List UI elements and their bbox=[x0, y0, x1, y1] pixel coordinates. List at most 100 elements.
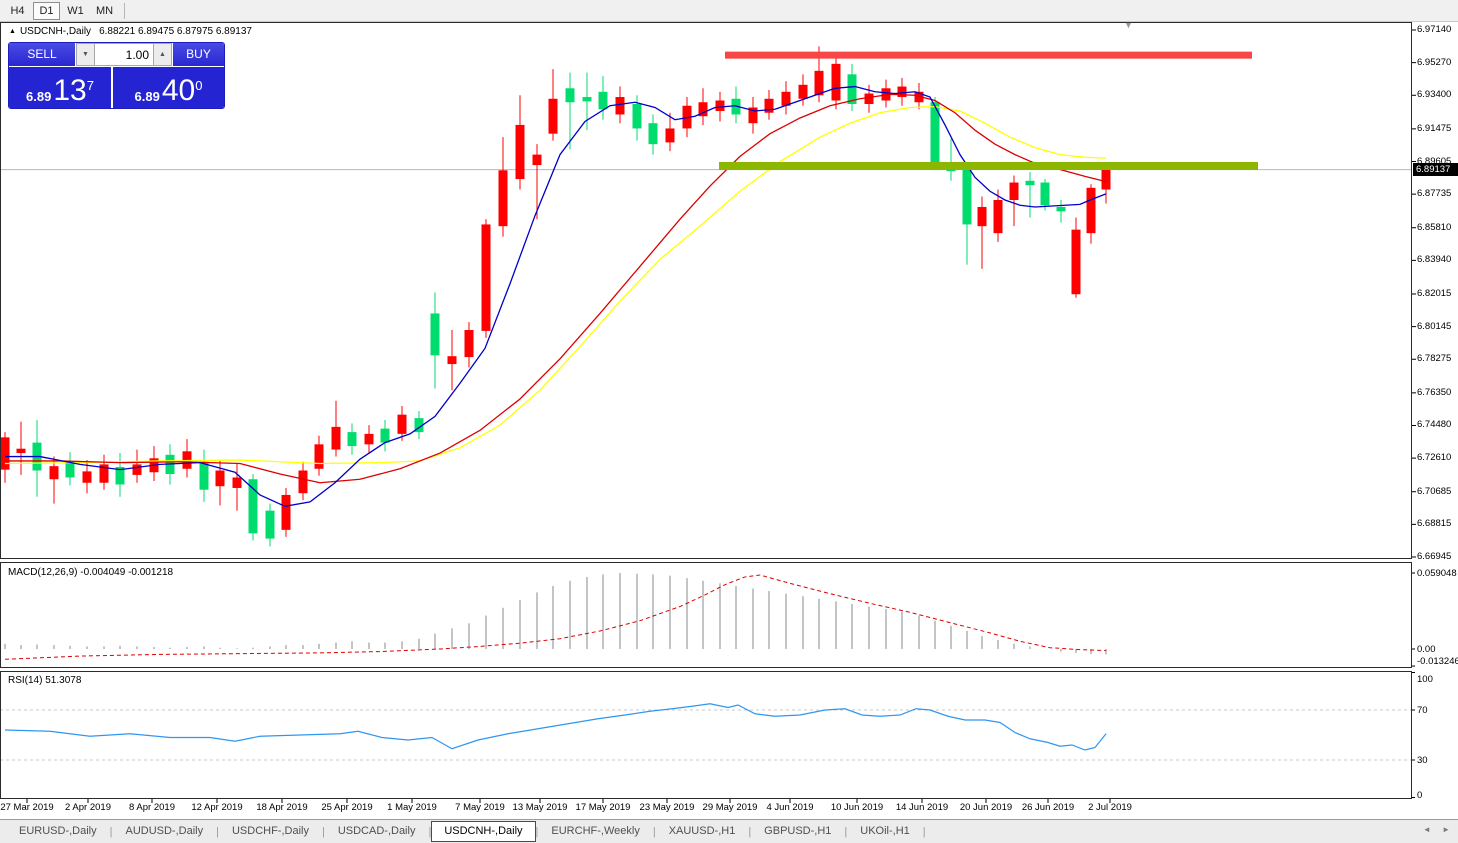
candle-body bbox=[598, 91, 608, 110]
candle-body bbox=[232, 477, 242, 488]
date-axis-label: 26 Jun 2019 bbox=[1021, 802, 1075, 813]
price-axis-label: 6.72610 bbox=[1417, 452, 1452, 464]
volume-decrease-button[interactable]: ▼ bbox=[76, 43, 95, 66]
candle-body bbox=[49, 466, 59, 480]
volume-increase-button[interactable]: ▲ bbox=[153, 43, 172, 66]
candle-body bbox=[748, 107, 758, 124]
price-axis-label: 6.87735 bbox=[1417, 188, 1452, 200]
rsi-axis-label: 30 bbox=[1417, 755, 1428, 766]
timeframe-mn-button[interactable]: MN bbox=[95, 4, 114, 17]
candle-body bbox=[1056, 206, 1066, 212]
tab-ukoil-h1[interactable]: UKOil-,H1 bbox=[860, 825, 910, 837]
rsi-axis-label: 70 bbox=[1417, 705, 1428, 716]
candle-body bbox=[798, 84, 808, 99]
date-axis-label: 18 Apr 2019 bbox=[256, 802, 308, 813]
candle-body bbox=[515, 124, 525, 180]
candle-body bbox=[1040, 182, 1050, 206]
date-axis-label: 7 May 2019 bbox=[455, 802, 505, 813]
tab-separator: | bbox=[216, 825, 219, 838]
macd-axis-label: 0.00 bbox=[1417, 643, 1436, 655]
candle-body bbox=[715, 100, 725, 111]
price-axis-label: 6.89605 bbox=[1417, 155, 1452, 167]
tab-eurusd-daily[interactable]: EURUSD-,Daily bbox=[19, 825, 97, 837]
buy-button[interactable]: BUY bbox=[172, 43, 224, 66]
price-axis-label: 6.66945 bbox=[1417, 550, 1452, 562]
tab-usdcnh-daily[interactable]: USDCNH-,Daily bbox=[431, 821, 536, 842]
price-axis-label: 6.97140 bbox=[1417, 24, 1452, 35]
tab-scroll-controls: ◄ ► bbox=[1414, 825, 1450, 834]
tab-scroll-right-icon[interactable]: ► bbox=[1442, 825, 1450, 834]
date-axis-label: 10 Jun 2019 bbox=[830, 802, 884, 813]
volume-input[interactable] bbox=[95, 43, 153, 66]
tab-separator: | bbox=[652, 825, 656, 838]
macd-axis-label: -0.013246 bbox=[1417, 655, 1458, 667]
candle-body bbox=[914, 91, 924, 103]
price-axis-label: 6.78275 bbox=[1417, 353, 1452, 365]
candle-body bbox=[781, 91, 791, 106]
chart-header: ▲ USDCNH-,Daily 6.88221 6.89475 6.87975 6.… bbox=[9, 26, 252, 37]
candle-body bbox=[0, 437, 10, 470]
rsi-panel-border bbox=[0, 671, 1412, 799]
candle-body bbox=[99, 464, 109, 483]
candle-body bbox=[215, 470, 225, 487]
tab-usdcad-daily[interactable]: USDCAD-,Daily bbox=[337, 825, 416, 837]
rsi-axis-label: 0 bbox=[1417, 790, 1423, 801]
candle-body bbox=[414, 418, 424, 433]
candle-body bbox=[993, 199, 1003, 234]
tab-separator: | bbox=[748, 825, 752, 838]
candle-body bbox=[864, 93, 874, 105]
timeframe-h4-button[interactable]: H4 bbox=[10, 4, 25, 17]
tab-usdchf-daily[interactable]: USDCHF-,Daily bbox=[231, 825, 309, 837]
tab-eurchf-weekly[interactable]: EURCHF-,Weekly bbox=[551, 825, 640, 837]
main-panel-border bbox=[0, 22, 1412, 559]
candle-body bbox=[132, 464, 142, 475]
collapse-triangle-icon[interactable]: ▲ bbox=[9, 28, 16, 35]
tab-scroll-left-icon[interactable]: ◄ bbox=[1422, 825, 1431, 834]
candle-body bbox=[314, 444, 324, 469]
ma-fast-line bbox=[5, 85, 1107, 507]
chart-ohlc-values: 6.88221 6.89475 6.87975 6.89137 bbox=[99, 26, 252, 37]
date-axis-label: 17 May 2019 bbox=[575, 802, 631, 813]
buy-price-pip: 0 bbox=[195, 78, 203, 93]
timeframe-d1-button[interactable]: D1 bbox=[33, 1, 60, 20]
candle-body bbox=[847, 74, 857, 105]
sell-price-box[interactable]: 6.89 13 7 bbox=[9, 67, 113, 108]
toolbar-separator bbox=[124, 2, 125, 19]
candle-body bbox=[16, 448, 26, 454]
price-axis-label: 6.85810 bbox=[1417, 221, 1452, 233]
tab-audusd-daily[interactable]: AUDUSD-,Daily bbox=[125, 825, 204, 837]
candle-body bbox=[532, 154, 542, 166]
candle-body bbox=[632, 104, 642, 129]
candle-body bbox=[1086, 187, 1096, 234]
price-axis-label: 6.80145 bbox=[1417, 320, 1452, 332]
candle-body bbox=[615, 97, 625, 115]
tab-xauusd-h1[interactable]: XAUUSD-,H1 bbox=[668, 825, 736, 837]
candle-body bbox=[331, 426, 341, 450]
chevron-down-icon[interactable]: ▼ bbox=[1124, 20, 1133, 30]
candle-body bbox=[1071, 229, 1081, 295]
tab-separator: | bbox=[109, 825, 113, 838]
price-axis-label: 6.76350 bbox=[1417, 386, 1452, 398]
sell-button[interactable]: SELL bbox=[9, 43, 76, 66]
date-axis-label: 4 Jun 2019 bbox=[766, 802, 814, 813]
buy-price-main: 40 bbox=[161, 74, 196, 107]
candle-body bbox=[764, 98, 774, 113]
tab-separator: | bbox=[844, 825, 848, 838]
price-axis-label: 6.70685 bbox=[1417, 485, 1452, 497]
candle-body bbox=[347, 432, 357, 447]
rsi-indicator-label: RSI(14) 51.3078 bbox=[8, 675, 82, 686]
candle-body bbox=[814, 70, 824, 96]
price-axis-label: 6.83940 bbox=[1417, 254, 1452, 266]
ma-mid-line bbox=[5, 93, 1107, 484]
candle-body bbox=[831, 63, 841, 101]
candle-body bbox=[82, 471, 92, 483]
timeframe-w1-button[interactable]: W1 bbox=[67, 4, 84, 17]
candle-body bbox=[380, 428, 390, 443]
tab-gbpusd-h1[interactable]: GBPUSD-,H1 bbox=[764, 825, 832, 837]
date-axis-label: 27 Mar 2019 bbox=[0, 802, 54, 813]
buy-price-box[interactable]: 6.89 40 0 bbox=[113, 67, 224, 108]
candle-body bbox=[65, 461, 75, 478]
date-axis-label: 25 Apr 2019 bbox=[321, 802, 373, 813]
